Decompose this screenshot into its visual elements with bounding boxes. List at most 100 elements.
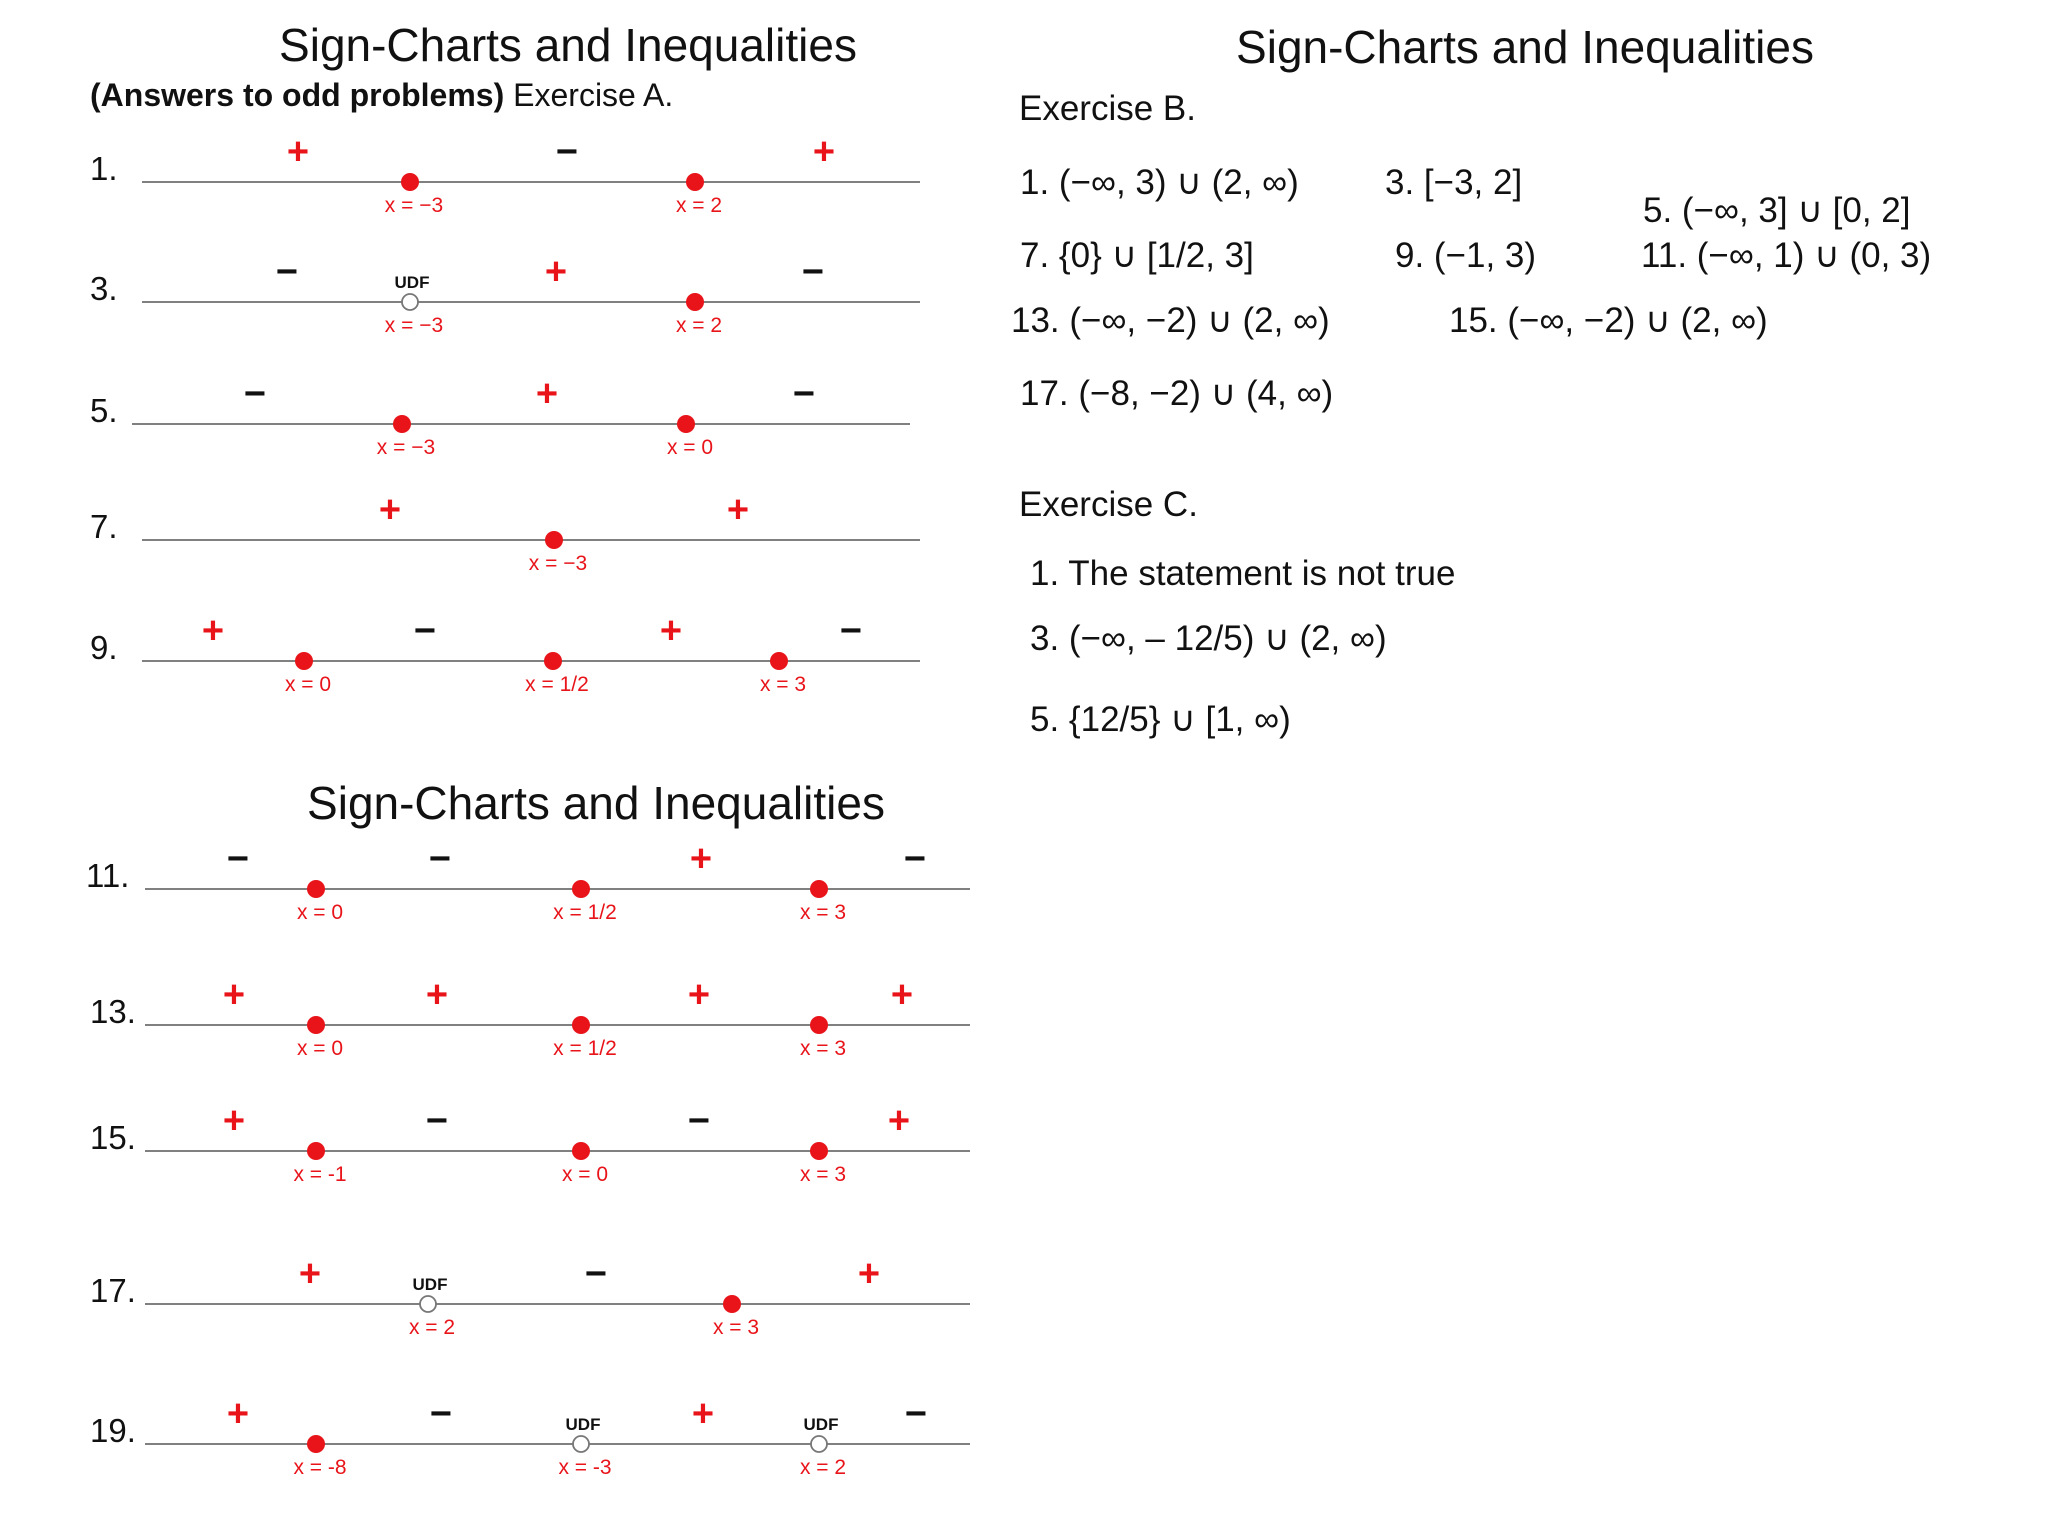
chart-19-open-point	[810, 1435, 828, 1453]
chart-5-number: 5.	[90, 392, 118, 429]
chart-1-number: 1.	[90, 150, 118, 187]
chart-9-minus-sign: −	[414, 610, 436, 652]
chart-17-udf-label: UDF	[413, 1275, 448, 1294]
chart-9-number: 9.	[90, 629, 118, 666]
chart-3-plus-sign: +	[545, 251, 567, 293]
chart-15-closed-point	[572, 1142, 590, 1160]
chart-17-plus-sign: +	[858, 1253, 880, 1295]
chart-11-point-label: x = 1/2	[553, 901, 617, 924]
chart-15-point-label: x = -1	[293, 1163, 346, 1186]
chart-11-minus-sign: −	[227, 838, 249, 880]
chart-17-open-point	[419, 1295, 437, 1313]
exercise-b-heading: Exercise B.	[1019, 89, 1196, 128]
chart-15-point-label: x = 3	[800, 1163, 846, 1186]
exercise-b-answer-9: 9. (−1, 3)	[1395, 236, 1537, 275]
chart-11-minus-sign: −	[429, 838, 451, 880]
chart-3-open-point	[401, 293, 419, 311]
chart-7-closed-point	[545, 531, 563, 549]
chart-17-point-label: x = 2	[409, 1316, 455, 1339]
chart-5-minus-sign: −	[793, 373, 815, 415]
chart-17-minus-sign: −	[585, 1253, 607, 1295]
exercise-b-answer-11: 11. (−∞, 1) ∪ (0, 3)	[1641, 236, 1932, 275]
chart-9-plus-sign: +	[660, 610, 682, 652]
chart-13-point-label: x = 0	[297, 1037, 343, 1060]
chart-1-plus-sign: +	[287, 131, 309, 173]
chart-11-closed-point	[810, 880, 828, 898]
chart-9-point-label: x = 0	[285, 673, 331, 696]
exercise-b-answer-5: 5. (−∞, 3] ∪ [0, 2]	[1643, 191, 1911, 230]
chart-15-plus-sign: +	[888, 1100, 910, 1142]
chart-17-number: 17.	[90, 1272, 136, 1309]
chart-15-point-label: x = 0	[562, 1163, 608, 1186]
chart-7-plus-sign: +	[379, 489, 401, 531]
chart-17-closed-point	[723, 1295, 741, 1313]
exercise-b-answer-1: 1. (−∞, 3) ∪ (2, ∞)	[1020, 163, 1299, 202]
exercise-b-answer-15: 15. (−∞, −2) ∪ (2, ∞)	[1449, 301, 1768, 340]
chart-9-closed-point	[544, 652, 562, 670]
chart-11-point-label: x = 3	[800, 901, 846, 924]
chart-19-udf-label: UDF	[804, 1415, 839, 1434]
chart-19-minus-sign: −	[905, 1393, 927, 1435]
chart-19-udf-label: UDF	[566, 1415, 601, 1434]
left-top-title: Sign-Charts and Inequalities	[279, 19, 857, 71]
chart-15-minus-sign: −	[426, 1100, 448, 1142]
left-bottom-title: Sign-Charts and Inequalities	[307, 777, 885, 829]
chart-19-number: 19.	[90, 1412, 136, 1449]
chart-7-point-label: x = −3	[529, 552, 587, 575]
chart-1-point-label: x = −3	[385, 194, 443, 217]
exercise-b-answer-17: 17. (−8, −2) ∪ (4, ∞)	[1020, 374, 1334, 413]
sign-charts: 1. + − + x = −3 x = 2 3. − + − x = −3 UDF x = 2 5. − + −…	[86, 131, 970, 1479]
chart-13-plus-sign: +	[891, 974, 913, 1016]
chart-17-point-label: x = 3	[713, 1316, 759, 1339]
chart-1-plus-sign: +	[813, 131, 835, 173]
chart-11-number: 11.	[86, 857, 129, 894]
chart-15-closed-point	[307, 1142, 325, 1160]
chart-19-point-label: x = 2	[800, 1456, 846, 1479]
chart-3-closed-point	[686, 293, 704, 311]
chart-11-closed-point	[572, 880, 590, 898]
exercise-c-answer-5: 5. {12/5} ∪ [1, ∞)	[1030, 700, 1291, 739]
chart-9-point-label: x = 3	[760, 673, 806, 696]
chart-19-point-label: x = -3	[558, 1456, 611, 1479]
right-title: Sign-Charts and Inequalities	[1236, 21, 1814, 73]
chart-15-plus-sign: +	[223, 1100, 245, 1142]
chart-11-point-label: x = 0	[297, 901, 343, 924]
chart-11-closed-point	[307, 880, 325, 898]
chart-5-point-label: x = 0	[667, 436, 713, 459]
chart-11-plus-sign: +	[690, 838, 712, 880]
chart-13-closed-point	[572, 1016, 590, 1034]
answers-note: (Answers to odd problems)	[90, 77, 505, 113]
chart-13-closed-point	[810, 1016, 828, 1034]
chart-3-point-label: x = 2	[676, 314, 722, 337]
chart-1-minus-sign: −	[556, 131, 578, 173]
exercise-c-heading: Exercise C.	[1019, 485, 1198, 524]
chart-9-point-label: x = 1/2	[525, 673, 589, 696]
chart-13-point-label: x = 3	[800, 1037, 846, 1060]
chart-13-point-label: x = 1/2	[553, 1037, 617, 1060]
chart-13-plus-sign: +	[426, 974, 448, 1016]
exercise-a-label: Exercise A.	[504, 77, 674, 113]
chart-1-point-label: x = 2	[676, 194, 722, 217]
exercise-b-answer-3: 3. [−3, 2]	[1385, 163, 1523, 202]
chart-15-minus-sign: −	[688, 1100, 710, 1142]
chart-19-point-label: x = -8	[293, 1456, 346, 1479]
chart-13-plus-sign: +	[223, 974, 245, 1016]
chart-3-udf-label: UDF	[395, 273, 430, 292]
chart-13-plus-sign: +	[688, 974, 710, 1016]
exercise-b-answer-7: 7. {0} ∪ [1/2, 3]	[1020, 236, 1254, 275]
chart-11-minus-sign: −	[904, 838, 926, 880]
exercise-c-answer-3: 3. (−∞, – 12/5) ∪ (2, ∞)	[1030, 619, 1387, 658]
chart-5-point-label: x = −3	[377, 436, 435, 459]
chart-9-closed-point	[295, 652, 313, 670]
chart-9-closed-point	[770, 652, 788, 670]
chart-19-plus-sign: +	[227, 1393, 249, 1435]
chart-3-number: 3.	[90, 270, 118, 307]
chart-15-closed-point	[810, 1142, 828, 1160]
chart-5-closed-point	[393, 415, 411, 433]
chart-19-minus-sign: −	[430, 1393, 452, 1435]
exercise-c-answer-1: 1. The statement is not true	[1030, 554, 1456, 593]
chart-15-number: 15.	[90, 1119, 136, 1156]
chart-19-closed-point	[307, 1435, 325, 1453]
chart-7-plus-sign: +	[727, 489, 749, 531]
chart-1-closed-point	[686, 173, 704, 191]
